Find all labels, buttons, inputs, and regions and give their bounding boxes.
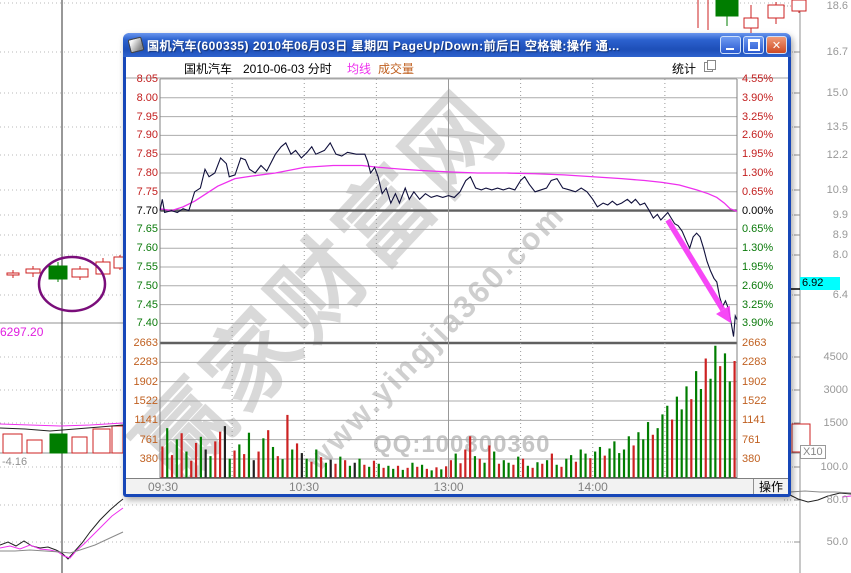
current-price-tag: 6.92	[800, 277, 840, 290]
price-axis-label: 7.45	[136, 298, 158, 311]
bg-axis-label: 16.7	[826, 46, 848, 58]
time-label: 10:30	[288, 480, 320, 494]
bg-axis-label: 1500	[823, 417, 848, 429]
bg-axis-label: 80.0	[826, 494, 848, 506]
volume-axis-label: 2283	[133, 356, 158, 369]
price-axis-label: 7.85	[136, 148, 158, 161]
price-axis-label: 7.75	[136, 185, 158, 198]
percent-axis-label: 3.90%	[742, 91, 774, 104]
index-value-label: 6297.20	[0, 325, 44, 339]
bg-axis-label: 6.4	[832, 289, 848, 301]
volume-multiplier-tag: X10	[800, 445, 826, 459]
bg-axis-label: 3000	[823, 384, 848, 396]
indicator-value-label: -4.16	[2, 456, 28, 468]
percent-axis-label: 4.55%	[742, 73, 774, 85]
ma-line-toggle[interactable]: 均线	[347, 62, 372, 76]
percent-axis-label: 3.25%	[742, 110, 774, 123]
time-label: 13:00	[433, 480, 464, 494]
bg-axis-label: 4500	[823, 351, 848, 363]
minimize-icon	[726, 48, 734, 50]
volume-toggle[interactable]: 成交量	[378, 62, 415, 76]
volume-axis-label: 1522	[742, 394, 767, 407]
volume-axis-label: 1141	[134, 414, 158, 427]
percent-axis-label: 3.25%	[742, 298, 774, 311]
price-axis-label: 7.95	[136, 110, 158, 123]
maximize-button[interactable]	[743, 36, 764, 54]
bg-axis-label: 100.0	[820, 461, 848, 473]
bg-axis-label: 9.9	[832, 209, 848, 221]
price-axis-label: 7.55	[136, 261, 158, 273]
date-mode-label: 2010-06-03 分时	[243, 62, 332, 76]
bg-axis-label: 50.0	[826, 536, 848, 548]
volume-axis-label: 1141	[742, 414, 766, 427]
bg-axis-label: 15.0	[826, 87, 848, 99]
volume-axis-label: 2663	[133, 337, 158, 349]
price-axis-label: 8.00	[136, 91, 158, 104]
maximize-icon	[747, 39, 760, 51]
percent-axis-label: 1.30%	[742, 167, 774, 179]
price-axis-label: 7.80	[136, 167, 158, 179]
chart-panel: 赢家财富网 www.yingjia360.com QQ:100800360 国机…	[126, 57, 788, 494]
bg-axis-label: 8.0	[832, 249, 848, 261]
price-axis-label: 7.60	[136, 242, 158, 255]
volume-axis-label: 380	[139, 452, 158, 465]
volume-axis-label: 1902	[133, 375, 158, 388]
bg-axis-label: 13.5	[826, 121, 848, 133]
bg-axis-label: 10.9	[826, 184, 848, 196]
stock-name-label: 国机汽车	[184, 62, 233, 76]
percent-axis-label: 0.65%	[742, 223, 774, 236]
percent-axis-label: 1.30%	[742, 242, 774, 255]
time-label: 14:00	[577, 480, 608, 494]
percent-axis-label: 1.95%	[742, 261, 774, 273]
statistics-button[interactable]: 统计	[672, 62, 697, 76]
copy-icon[interactable]	[704, 60, 716, 72]
volume-axis-label: 761	[139, 433, 158, 446]
percent-axis-label: 1.95%	[742, 148, 774, 161]
app-icon	[127, 36, 145, 54]
intraday-chart	[126, 77, 788, 479]
minimize-button[interactable]	[720, 36, 741, 54]
price-axis-label: 7.50	[136, 279, 158, 292]
percent-axis-label: 2.60%	[742, 129, 774, 142]
volume-axis-label: 380	[742, 452, 761, 465]
action-button[interactable]: 操作	[753, 479, 788, 494]
price-axis-label: 8.05	[136, 73, 158, 85]
window-controls: ✕	[720, 36, 787, 54]
bg-axis-label: 12.2	[826, 149, 848, 161]
volume-axis-label: 2663	[742, 337, 767, 349]
window-titlebar[interactable]: 国机汽车(600335) 2010年06月03日 星期四 PageUp/Down…	[123, 33, 791, 57]
volume-axis-label: 2283	[742, 356, 767, 369]
time-label: 09:30	[148, 480, 179, 494]
time-axis: 操作 09:30 10:30 13:00 14:00	[126, 478, 788, 494]
watermark-qq: QQ:100800360	[373, 431, 551, 458]
price-axis-label: 7.40	[136, 317, 158, 330]
bg-axis-label: 18.6	[826, 0, 848, 12]
bg-axis-label: 8.9	[832, 229, 848, 241]
price-axis-label: 7.65	[136, 223, 158, 236]
volume-axis-label: 1522	[133, 394, 158, 407]
volume-axis-label: 1902	[742, 375, 767, 388]
price-axis-label: 7.90	[136, 129, 158, 142]
window-title: 国机汽车(600335) 2010年06月03日 星期四 PageUp/Down…	[147, 38, 620, 53]
chart-header: 国机汽车 2010-06-03 分时 均线 成交量 统计	[126, 57, 788, 78]
percent-axis-label: 0.65%	[742, 185, 774, 198]
percent-axis-label: 3.90%	[742, 317, 774, 330]
volume-axis-label: 761	[742, 433, 761, 446]
quote-window[interactable]: 国机汽车(600335) 2010年06月03日 星期四 PageUp/Down…	[123, 33, 791, 497]
percent-axis-label: 0.00%	[742, 204, 774, 217]
percent-axis-label: 2.60%	[742, 279, 774, 292]
close-button[interactable]: ✕	[766, 36, 787, 54]
price-axis-label: 7.70	[136, 204, 158, 217]
